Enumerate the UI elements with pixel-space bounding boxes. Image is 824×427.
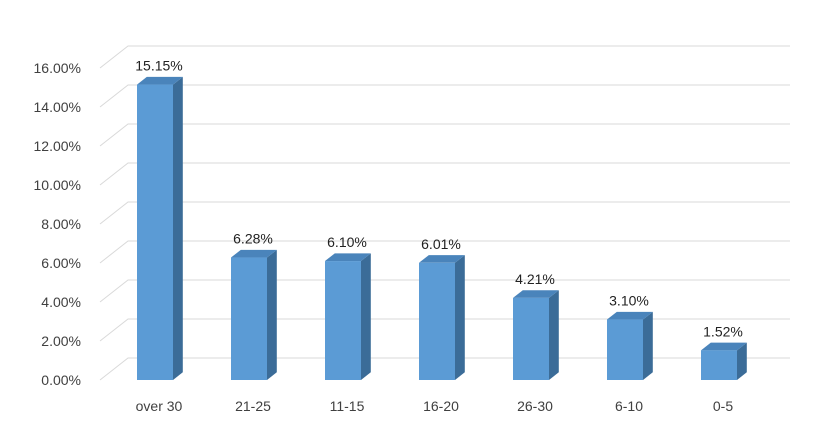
bar	[231, 249, 277, 380]
bar-side-face	[361, 253, 371, 380]
bars	[137, 76, 747, 380]
gridline	[99, 84, 790, 108]
bar-top-face	[231, 249, 277, 258]
data-labels: 15.15% 6.28% 6.10% 6.01% 4.21% 3.10% 1.52%	[135, 58, 743, 340]
data-label: 6.01%	[421, 236, 461, 252]
data-label: 15.15%	[135, 58, 182, 74]
gridline	[99, 201, 790, 225]
gridline	[99, 123, 790, 147]
bar	[137, 76, 183, 380]
gridline	[99, 162, 790, 186]
gridline	[99, 45, 790, 69]
y-tick-label: 10.00%	[34, 177, 81, 193]
bar-side-face	[267, 249, 277, 380]
gridline	[99, 240, 790, 264]
bar-front-face	[607, 319, 643, 380]
bar-side-face	[455, 255, 465, 380]
y-tick-label: 16.00%	[34, 60, 81, 76]
y-tick-label: 4.00%	[41, 294, 81, 310]
bar-side-face	[549, 290, 559, 380]
bar	[513, 290, 559, 380]
bar	[325, 253, 371, 380]
x-tick-label: 26-30	[517, 398, 553, 414]
bar	[419, 255, 465, 380]
bar-front-face	[137, 84, 173, 380]
bar-top-face	[607, 311, 653, 320]
bar-front-face	[419, 262, 455, 380]
data-label: 6.10%	[327, 234, 367, 250]
y-tick-label: 0.00%	[41, 372, 81, 388]
bar-front-face	[325, 261, 361, 380]
bar-top-face	[137, 76, 183, 85]
y-axis-tick-labels: 0.00% 2.00% 4.00% 6.00% 8.00% 10.00% 12.00% 14.…	[34, 60, 81, 388]
bar-front-face	[231, 257, 267, 380]
bar-top-face	[701, 342, 747, 351]
x-tick-label: 16-20	[423, 398, 459, 414]
gridlines	[99, 45, 790, 381]
y-tick-label: 8.00%	[41, 216, 81, 232]
gridline	[99, 357, 790, 381]
bar-front-face	[513, 297, 549, 380]
bar	[701, 342, 747, 380]
bar-side-face	[737, 342, 747, 380]
bar-front-face	[701, 350, 737, 380]
bar-top-face	[513, 290, 559, 298]
x-axis-tick-labels: over 30 21-25 11-15 16-20 26-30 6-10 0-5	[136, 398, 734, 414]
x-tick-label: over 30	[136, 398, 183, 414]
x-tick-label: 11-15	[330, 398, 365, 414]
bar-top-face	[325, 253, 371, 262]
x-tick-label: 21-25	[235, 398, 271, 414]
bar	[607, 311, 653, 380]
bar-top-face	[419, 255, 465, 263]
y-tick-label: 2.00%	[41, 333, 81, 349]
data-label: 6.28%	[233, 231, 273, 247]
x-tick-label: 6-10	[615, 398, 643, 414]
bar-side-face	[173, 76, 183, 380]
y-tick-label: 6.00%	[41, 255, 81, 271]
gridline	[99, 279, 790, 303]
gridline	[99, 318, 790, 342]
data-label: 3.10%	[609, 293, 649, 309]
bar-side-face	[643, 311, 653, 380]
data-label: 1.52%	[703, 323, 743, 339]
data-label: 4.21%	[515, 271, 555, 287]
y-tick-label: 12.00%	[34, 138, 81, 154]
x-tick-label: 0-5	[713, 398, 733, 414]
y-tick-label: 14.00%	[34, 99, 81, 115]
